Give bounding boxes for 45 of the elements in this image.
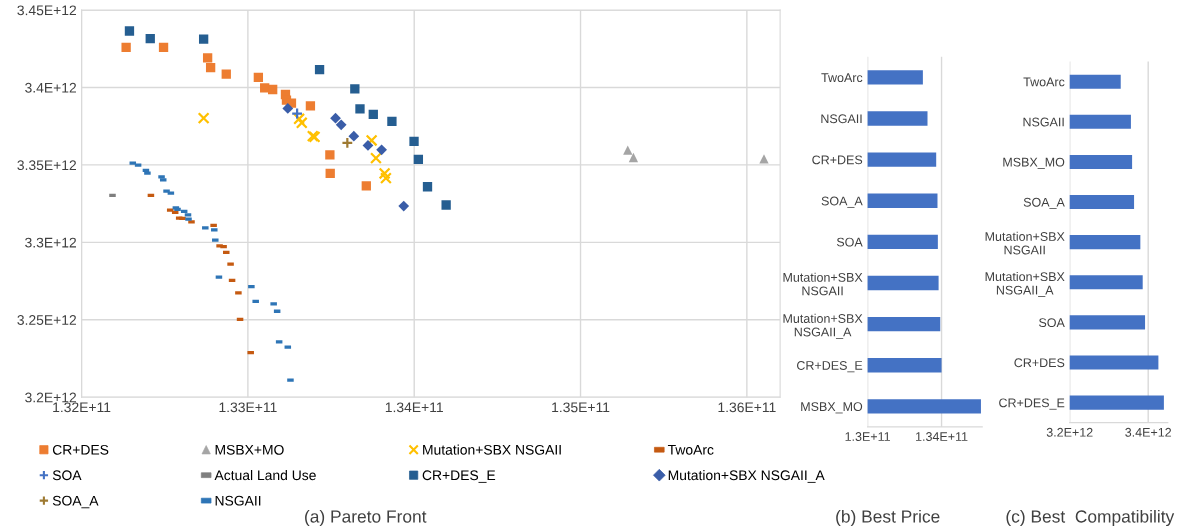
x-tick-label: 3.4E+12 bbox=[1125, 427, 1172, 437]
y-tick-label: 3.25E+12 bbox=[17, 315, 76, 325]
y-tick-label: NSGAII bbox=[1023, 117, 1064, 127]
y-tick-label: SOA bbox=[1039, 318, 1065, 328]
y-tick-label: TwoArc bbox=[821, 73, 863, 83]
y-tick-label: CR+DES bbox=[1014, 358, 1065, 368]
legend-label: NSGAII bbox=[215, 495, 261, 506]
y-tick-label: Mutation+SBX NSGAII_A bbox=[783, 313, 863, 339]
legend-label: Actual Land Use bbox=[214, 469, 316, 481]
x-tick-label: 3.2E+12 bbox=[1046, 427, 1093, 437]
y-tick-label: SOA_A bbox=[1023, 197, 1065, 210]
legend-label: SOA_A bbox=[52, 495, 99, 509]
y-tick-label: MSBX_MO bbox=[801, 402, 863, 414]
x-tick-label: 1.36E+11 bbox=[718, 402, 776, 413]
legend-label: Mutation+SBX NSGAII bbox=[423, 444, 561, 455]
y-tick-label: 3.4E+12 bbox=[25, 82, 76, 93]
legend-label: CR+DES_E bbox=[422, 470, 496, 483]
y-tick-label: TwoArc bbox=[1023, 77, 1065, 87]
y-tick-label: 3.3E+12 bbox=[25, 237, 76, 248]
x-tick-label: 1.3E+11 bbox=[845, 432, 890, 441]
y-tick-label: CR+DES_E bbox=[797, 361, 863, 373]
x-tick-label: 1.34E+11 bbox=[385, 402, 443, 413]
y-tick-label: 3.2E+12 bbox=[25, 392, 76, 403]
legend-label: MSBX+MO bbox=[215, 444, 284, 455]
y-tick-label: CR+DES bbox=[812, 155, 863, 165]
x-tick-label: 1.32E+11 bbox=[53, 402, 111, 413]
legend-label: CR+DES bbox=[52, 444, 109, 455]
legend-label: TwoArc bbox=[667, 445, 714, 455]
y-tick-label: Mutation+SBX NSGAII_A bbox=[985, 271, 1065, 297]
y-tick-label: CR+DES_E bbox=[999, 398, 1065, 410]
text: (a) Pareto Front bbox=[305, 509, 427, 527]
y-tick-label: Mutation+SBX NSGAII bbox=[783, 272, 863, 296]
text: (c) Best Compatibility bbox=[1006, 509, 1175, 527]
x-tick-label: 1.33E+11 bbox=[219, 402, 277, 413]
y-tick-label: Mutation+SBX NSGAII bbox=[985, 231, 1065, 255]
y-tick-label: 3.45E+12 bbox=[17, 5, 76, 16]
x-tick-label: 1.35E+11 bbox=[552, 402, 610, 413]
y-tick-label: 3.35E+12 bbox=[17, 160, 76, 171]
legend-label: Mutation+SBX NSGAII_A bbox=[668, 469, 825, 483]
y-tick-label: SOA_A bbox=[821, 196, 863, 208]
y-tick-label: SOA bbox=[836, 237, 863, 247]
x-tick-label: 1.34E+11 bbox=[916, 432, 968, 441]
y-tick-label: MSBX_MO bbox=[1003, 157, 1065, 169]
y-tick-label: NSGAII bbox=[821, 114, 862, 124]
text: (b) Best Price bbox=[836, 509, 940, 527]
